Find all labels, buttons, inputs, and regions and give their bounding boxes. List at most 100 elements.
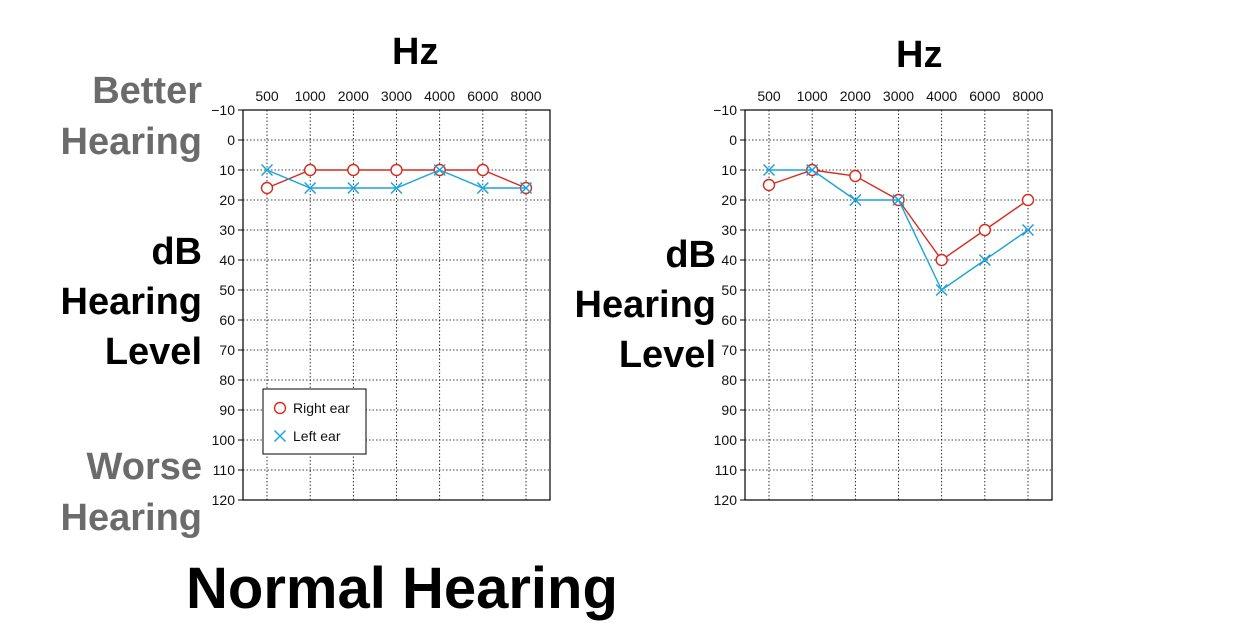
legend-left-ear-marker [273, 429, 287, 443]
left-ear-point [304, 181, 317, 195]
legend: Right ear Left ear [262, 388, 367, 455]
x-tick-label: 8000 [1012, 88, 1043, 104]
chart1-ylabel-line2: Hearing [60, 281, 202, 323]
y-tick-label: 110 [213, 462, 236, 478]
y-tick-label: 30 [219, 222, 235, 238]
left-ear-point [849, 193, 862, 207]
left-ear-point-stroke [347, 181, 360, 195]
chart1-ylabel-line1: dB [151, 231, 202, 273]
left-ear-point-stroke [519, 181, 533, 195]
left-ear-point [1021, 223, 1035, 237]
left-ear-point-stroke [978, 253, 991, 267]
right-ear-point [260, 181, 274, 195]
left-ear-point [519, 181, 533, 195]
right-ear-point [978, 223, 992, 237]
better-label-line2: Hearing [60, 121, 202, 163]
y-tick-label: 0 [227, 132, 235, 148]
x-tick-label: 8000 [510, 88, 541, 104]
y-tick-label: 40 [721, 252, 737, 268]
y-tick-label: 50 [721, 282, 737, 298]
chart2-ylabel-line2: Hearing [574, 284, 716, 326]
y-tick-label: 110 [715, 462, 738, 478]
left-ear-point [347, 181, 360, 195]
y-tick-label: 100 [212, 432, 236, 448]
worse-hearing-label: Worse Hearing [40, 448, 202, 537]
left-ear-point [806, 163, 819, 177]
left-ear-point [260, 163, 274, 177]
legend-right-ear-marker [273, 401, 287, 415]
left-ear-point-stroke [433, 163, 446, 177]
y-tick-label: 50 [219, 282, 235, 298]
legend-right-ear-label: Right ear [293, 400, 350, 416]
left-ear-point [433, 163, 446, 177]
x-tick-label: 4000 [926, 88, 957, 104]
left-ear-point [892, 193, 905, 207]
y-tick-label: 70 [721, 342, 737, 358]
left-ear-point-stroke [1021, 223, 1035, 237]
y-tick-label: 90 [721, 402, 737, 418]
audiogram-loss: −10 0 10 20 30 40 50 60 70 80 90 100 110 120 500 1000 20… [713, 88, 1053, 508]
audiogram-normal: −10 0 10 20 30 40 50 60 70 80 90 100 110 120 500 1000 20… [211, 88, 551, 508]
y-tick-label: −10 [211, 102, 235, 118]
y-tick-label: 30 [721, 222, 737, 238]
x-tick-label: 2000 [840, 88, 871, 104]
worse-label-line1: Worse [86, 446, 202, 488]
left-ear-point-stroke [892, 193, 905, 207]
legend-left-ear-label: Left ear [293, 428, 341, 444]
y-tick-label: 70 [219, 342, 235, 358]
chart1-xlabel: Hz [392, 31, 439, 73]
x-tick-label: 6000 [467, 88, 498, 104]
right-ear-point [935, 253, 948, 267]
plot-frame [744, 109, 1053, 501]
x-tick-label: 1000 [797, 88, 828, 104]
chart2-xlabel: Hz [896, 34, 943, 76]
right-ear-point [762, 178, 776, 192]
left-ear-point-stroke [762, 163, 776, 177]
left-ear-point [476, 181, 489, 195]
x-tick-label: 1000 [295, 88, 326, 104]
right-ear-point [476, 163, 490, 177]
better-hearing-label: Better Hearing [40, 72, 202, 161]
left-ear-point [978, 253, 991, 267]
left-ear-point-stroke [806, 163, 819, 177]
x-tick-label: 3000 [883, 88, 914, 104]
y-tick-label: 120 [714, 492, 738, 508]
x-tick-label: 6000 [969, 88, 1000, 104]
y-tick-label: 20 [721, 192, 737, 208]
chart2-ylabel: dB Hearing Level [540, 236, 716, 374]
left-ear-point [935, 283, 948, 297]
y-tick-label: 10 [219, 162, 235, 178]
left-ear-point-stroke [476, 181, 489, 195]
chart2-ylabel-line1: dB [665, 234, 716, 276]
left-ear-point [390, 181, 403, 195]
x-tick-label: 500 [757, 88, 781, 104]
right-ear-point [390, 163, 403, 177]
right-ear-point [849, 169, 862, 183]
chart2-ylabel-line3: Level [618, 334, 716, 376]
chart1-ylabel-line3: Level [104, 331, 202, 373]
x-tick-label: 2000 [338, 88, 369, 104]
left-ear-point-stroke [849, 193, 862, 207]
y-tick-label: 90 [219, 402, 235, 418]
worse-label-line2: Hearing [60, 497, 202, 539]
y-tick-label: 120 [212, 492, 236, 508]
left-ear-point [762, 163, 776, 177]
y-tick-label: 60 [219, 312, 235, 328]
better-label-line1: Better [92, 70, 202, 112]
y-tick-label: 100 [714, 432, 738, 448]
x-tick-label: 4000 [424, 88, 455, 104]
y-tick-label: 20 [219, 192, 235, 208]
y-tick-label: 10 [721, 162, 737, 178]
y-tick-label: 0 [729, 132, 737, 148]
left-ear-point-stroke [304, 181, 317, 195]
right-ear-point [347, 163, 360, 177]
x-tick-label: 3000 [381, 88, 412, 104]
footer-title: Normal Hearing [186, 556, 618, 621]
left-ear-point-stroke [260, 163, 274, 177]
left-ear-point-stroke [935, 283, 948, 297]
chart1-ylabel: dB Hearing Level [20, 233, 202, 371]
right-ear-point [303, 163, 317, 177]
y-tick-label: 80 [721, 372, 737, 388]
y-tick-label: 60 [721, 312, 737, 328]
left-ear-point-stroke [390, 181, 403, 195]
